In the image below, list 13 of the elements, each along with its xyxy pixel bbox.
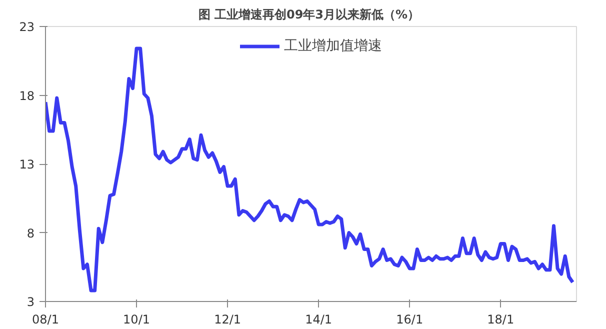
x-tick-label: 18/1: [487, 312, 514, 326]
x-tick-label: 16/1: [396, 312, 424, 326]
y-tick-label: 8: [26, 226, 35, 240]
chart-title: 图 工业增速再创09年3月以来新低（%）: [198, 8, 420, 22]
x-tick-label: 08/1: [32, 312, 59, 326]
y-tick-label: 18: [19, 88, 35, 103]
x-tick-label: 14/1: [305, 312, 332, 326]
legend-label: 工业增加值增速: [284, 37, 382, 55]
x-tick-label: 10/1: [123, 312, 150, 326]
x-tick-label: 12/1: [214, 312, 242, 326]
y-tick-label: 3: [26, 295, 35, 309]
y-tick-label: 23: [19, 20, 35, 34]
y-tick-label: 13: [19, 158, 35, 172]
